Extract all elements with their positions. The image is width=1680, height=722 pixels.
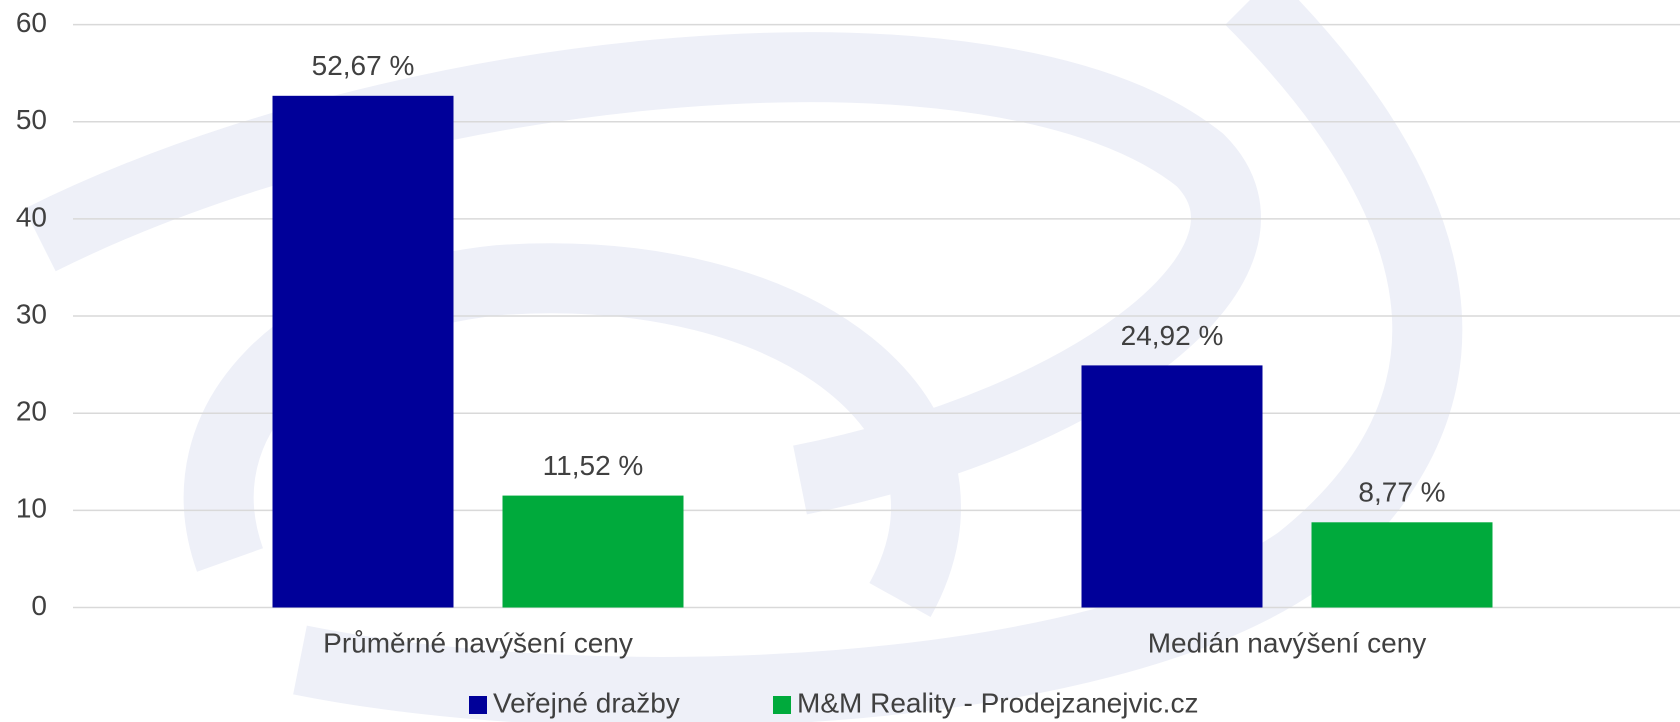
legend-label: M&M Reality - Prodejzanejvic.cz <box>797 687 1198 718</box>
data-label: 8,77 % <box>1358 477 1445 508</box>
x-tick-label: Průměrné navýšení ceny <box>323 627 633 658</box>
data-label: 52,67 % <box>312 50 415 81</box>
y-tick-label: 40 <box>16 201 47 232</box>
y-tick-label: 20 <box>16 396 47 427</box>
y-tick-label: 0 <box>31 590 47 621</box>
legend-swatch <box>469 696 487 714</box>
data-label: 11,52 % <box>543 450 644 481</box>
x-tick-label: Medián navýšení ceny <box>1148 627 1427 658</box>
y-tick-label: 10 <box>16 493 47 524</box>
y-tick-label: 30 <box>16 298 47 329</box>
legend-swatch <box>773 696 791 714</box>
bar <box>502 495 684 608</box>
bar <box>1311 522 1493 608</box>
data-label: 24,92 % <box>1121 320 1224 351</box>
y-tick-label: 60 <box>16 7 47 38</box>
bar <box>272 95 454 608</box>
y-tick-label: 50 <box>16 104 47 135</box>
legend-label: Veřejné dražby <box>493 687 680 718</box>
bar <box>1081 365 1263 608</box>
